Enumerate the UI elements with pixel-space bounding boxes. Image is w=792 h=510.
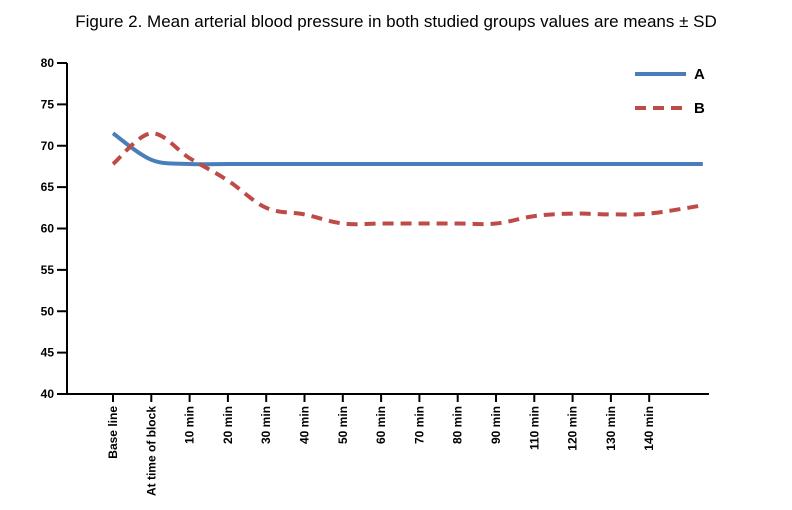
- y-tick-label: 55: [41, 263, 55, 277]
- data-point-a: [456, 162, 460, 166]
- data-point-b: [264, 206, 268, 210]
- data-point-b: [494, 222, 498, 226]
- x-tick-label: 20 min: [221, 406, 235, 444]
- data-point-a: [226, 162, 230, 166]
- x-tick-label: 40 min: [298, 406, 312, 444]
- data-point-b: [532, 214, 536, 218]
- data-point-a: [188, 162, 192, 166]
- x-tick-label: 110 min: [527, 406, 541, 450]
- data-point-a: [341, 162, 345, 166]
- data-point-a: [379, 162, 383, 166]
- data-point-b: [303, 212, 307, 216]
- y-tick-label: 75: [41, 97, 55, 111]
- series-line-a: [111, 131, 703, 167]
- data-point-b: [647, 212, 651, 216]
- data-point-a: [647, 162, 651, 166]
- data-point-a: [494, 162, 498, 166]
- data-point-a: [264, 162, 268, 166]
- y-tick-label: 45: [41, 346, 55, 360]
- y-tick-label: 65: [41, 180, 55, 194]
- x-tick-label: At time of block: [144, 406, 158, 496]
- y-tick-label: 40: [41, 387, 55, 401]
- data-point-b: [341, 222, 345, 226]
- data-point-b: [188, 156, 192, 160]
- data-point-b: [111, 162, 115, 166]
- y-tick-label: 70: [41, 139, 55, 153]
- x-tick-label: Base line: [106, 406, 120, 459]
- x-tick-label: 10 min: [183, 406, 197, 444]
- x-tick-label: 30 min: [259, 406, 273, 444]
- data-point-b: [609, 212, 613, 216]
- x-tick-label: 50 min: [336, 406, 350, 444]
- y-tick-label: 50: [41, 304, 55, 318]
- data-point-a: [532, 162, 536, 166]
- data-point-a: [571, 162, 575, 166]
- x-tick-label: 70 min: [412, 406, 426, 444]
- data-point-b: [417, 222, 421, 226]
- data-point-b: [571, 212, 575, 216]
- x-tick-label: 120 min: [566, 406, 580, 451]
- series-line-b: [111, 131, 704, 227]
- data-point-a: [417, 162, 421, 166]
- data-point-b: [149, 131, 153, 135]
- data-point-a: [609, 162, 613, 166]
- legend-label-a: A: [694, 66, 705, 83]
- x-tick-label: 60 min: [374, 406, 388, 444]
- data-point-a: [111, 131, 115, 135]
- chart-title: Figure 2. Mean arterial blood pressure i…: [75, 12, 717, 31]
- x-tick-label: 140 min: [642, 406, 656, 451]
- x-tick-label: 130 min: [604, 406, 618, 451]
- x-tick-label: 90 min: [489, 406, 503, 444]
- data-point-b: [379, 222, 383, 226]
- y-tick-label: 60: [41, 222, 55, 236]
- data-point-a: [303, 162, 307, 166]
- x-tick-label: 80 min: [451, 406, 465, 444]
- legend-label-b: B: [694, 100, 705, 117]
- data-point-b: [226, 179, 230, 183]
- data-point-a: [149, 158, 153, 162]
- y-tick-label: 80: [41, 56, 55, 70]
- data-point-b: [456, 222, 460, 226]
